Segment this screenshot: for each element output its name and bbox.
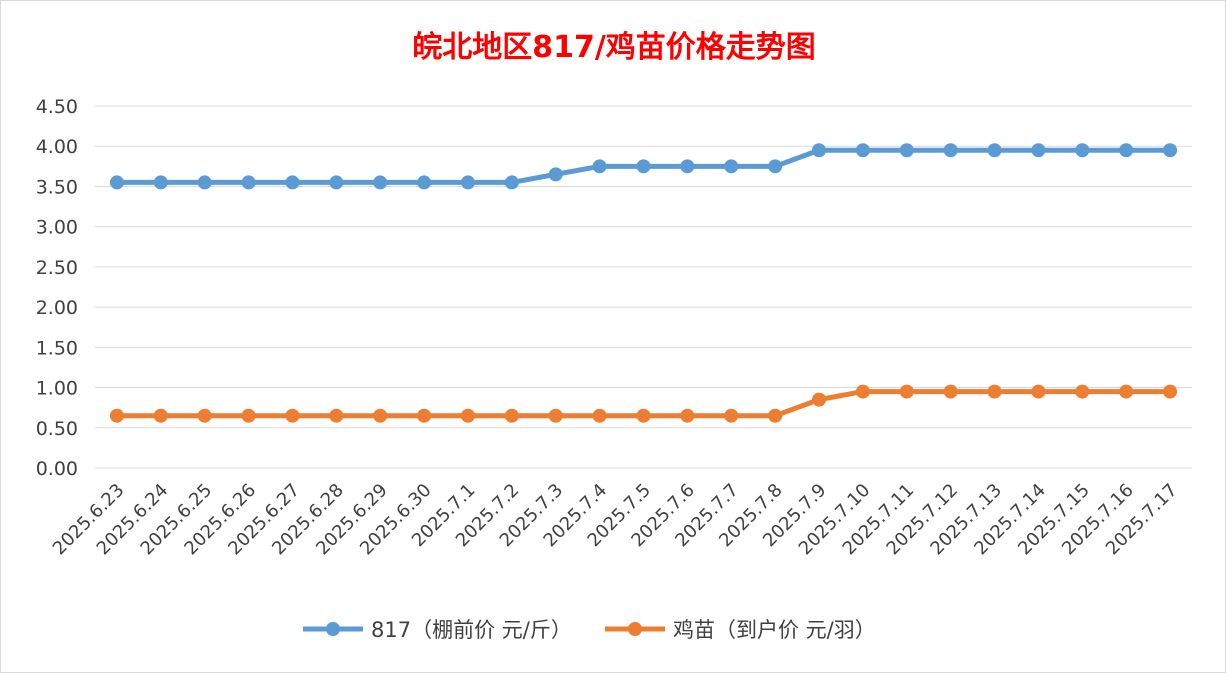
data-point [636, 408, 651, 423]
data-point [197, 175, 212, 190]
data-point [548, 167, 563, 182]
data-point [285, 175, 300, 190]
data-point [768, 408, 783, 423]
y-tick-label: 4.50 [36, 96, 78, 118]
y-tick-label: 2.50 [36, 257, 78, 279]
data-point [504, 408, 519, 423]
data-point [109, 408, 124, 423]
data-point [373, 175, 388, 190]
data-point [680, 159, 695, 174]
data-point [768, 159, 783, 174]
data-point [943, 143, 958, 158]
data-point [153, 408, 168, 423]
data-point [592, 159, 607, 174]
data-point [109, 175, 124, 190]
legend-entry: 817（棚前价 元/斤） [303, 618, 572, 642]
data-point [241, 175, 256, 190]
data-point [1075, 384, 1090, 399]
data-point [285, 408, 300, 423]
data-point [724, 159, 739, 174]
legend-label: 817（棚前价 元/斤） [371, 618, 572, 642]
y-tick-label: 3.00 [36, 217, 78, 239]
grid-lines [95, 105, 1192, 469]
data-point [680, 408, 695, 423]
y-tick-label: 0.50 [36, 418, 78, 440]
y-tick-label: 1.50 [36, 337, 78, 359]
data-point [1163, 143, 1178, 158]
data-point [1075, 143, 1090, 158]
data-point [460, 408, 475, 423]
legend-label: 鸡苗（到户价 元/羽） [673, 618, 876, 642]
legend: 817（棚前价 元/斤） 鸡苗（到户价 元/羽） [303, 618, 876, 642]
y-tick-label: 0.00 [36, 458, 78, 480]
y-tick-label: 2.00 [36, 297, 78, 319]
data-point [1031, 384, 1046, 399]
data-point [153, 175, 168, 190]
y-tick-label: 4.00 [36, 136, 78, 158]
legend-dot-marker [628, 622, 642, 636]
data-point [943, 384, 958, 399]
data-point [504, 175, 519, 190]
y-axis-ticks: 0.00 0.50 1.00 1.50 2.00 2.50 3.00 3.50 4.00 4.50 [36, 96, 78, 480]
data-point [1031, 143, 1046, 158]
data-point [548, 408, 563, 423]
data-point [899, 143, 914, 158]
legend-entry: 鸡苗（到户价 元/羽） [605, 618, 876, 642]
data-point [460, 175, 475, 190]
legend-dot-marker [326, 622, 340, 636]
data-point [197, 408, 212, 423]
data-point [329, 408, 344, 423]
chart-title: 皖北地区817/鸡苗价格走势图 [412, 30, 816, 65]
series-0 [109, 143, 1178, 190]
data-point [1119, 143, 1134, 158]
data-point [987, 384, 1002, 399]
data-point [636, 159, 651, 174]
data-point [592, 408, 607, 423]
data-point [1163, 384, 1178, 399]
y-tick-label: 1.00 [36, 378, 78, 400]
data-point [812, 143, 827, 158]
data-point [373, 408, 388, 423]
data-point [855, 384, 870, 399]
data-point [724, 408, 739, 423]
data-point [417, 175, 432, 190]
data-point [812, 392, 827, 407]
data-point [855, 143, 870, 158]
data-point [241, 408, 256, 423]
data-point [1119, 384, 1134, 399]
data-point [899, 384, 914, 399]
data-point [987, 143, 1002, 158]
x-axis-ticks: 2025.6.232025.6.242025.6.252025.6.262025… [49, 480, 1182, 560]
y-tick-label: 3.50 [36, 176, 78, 198]
series-1 [109, 384, 1178, 423]
data-point [417, 408, 432, 423]
data-point [329, 175, 344, 190]
series-layer [109, 143, 1178, 423]
